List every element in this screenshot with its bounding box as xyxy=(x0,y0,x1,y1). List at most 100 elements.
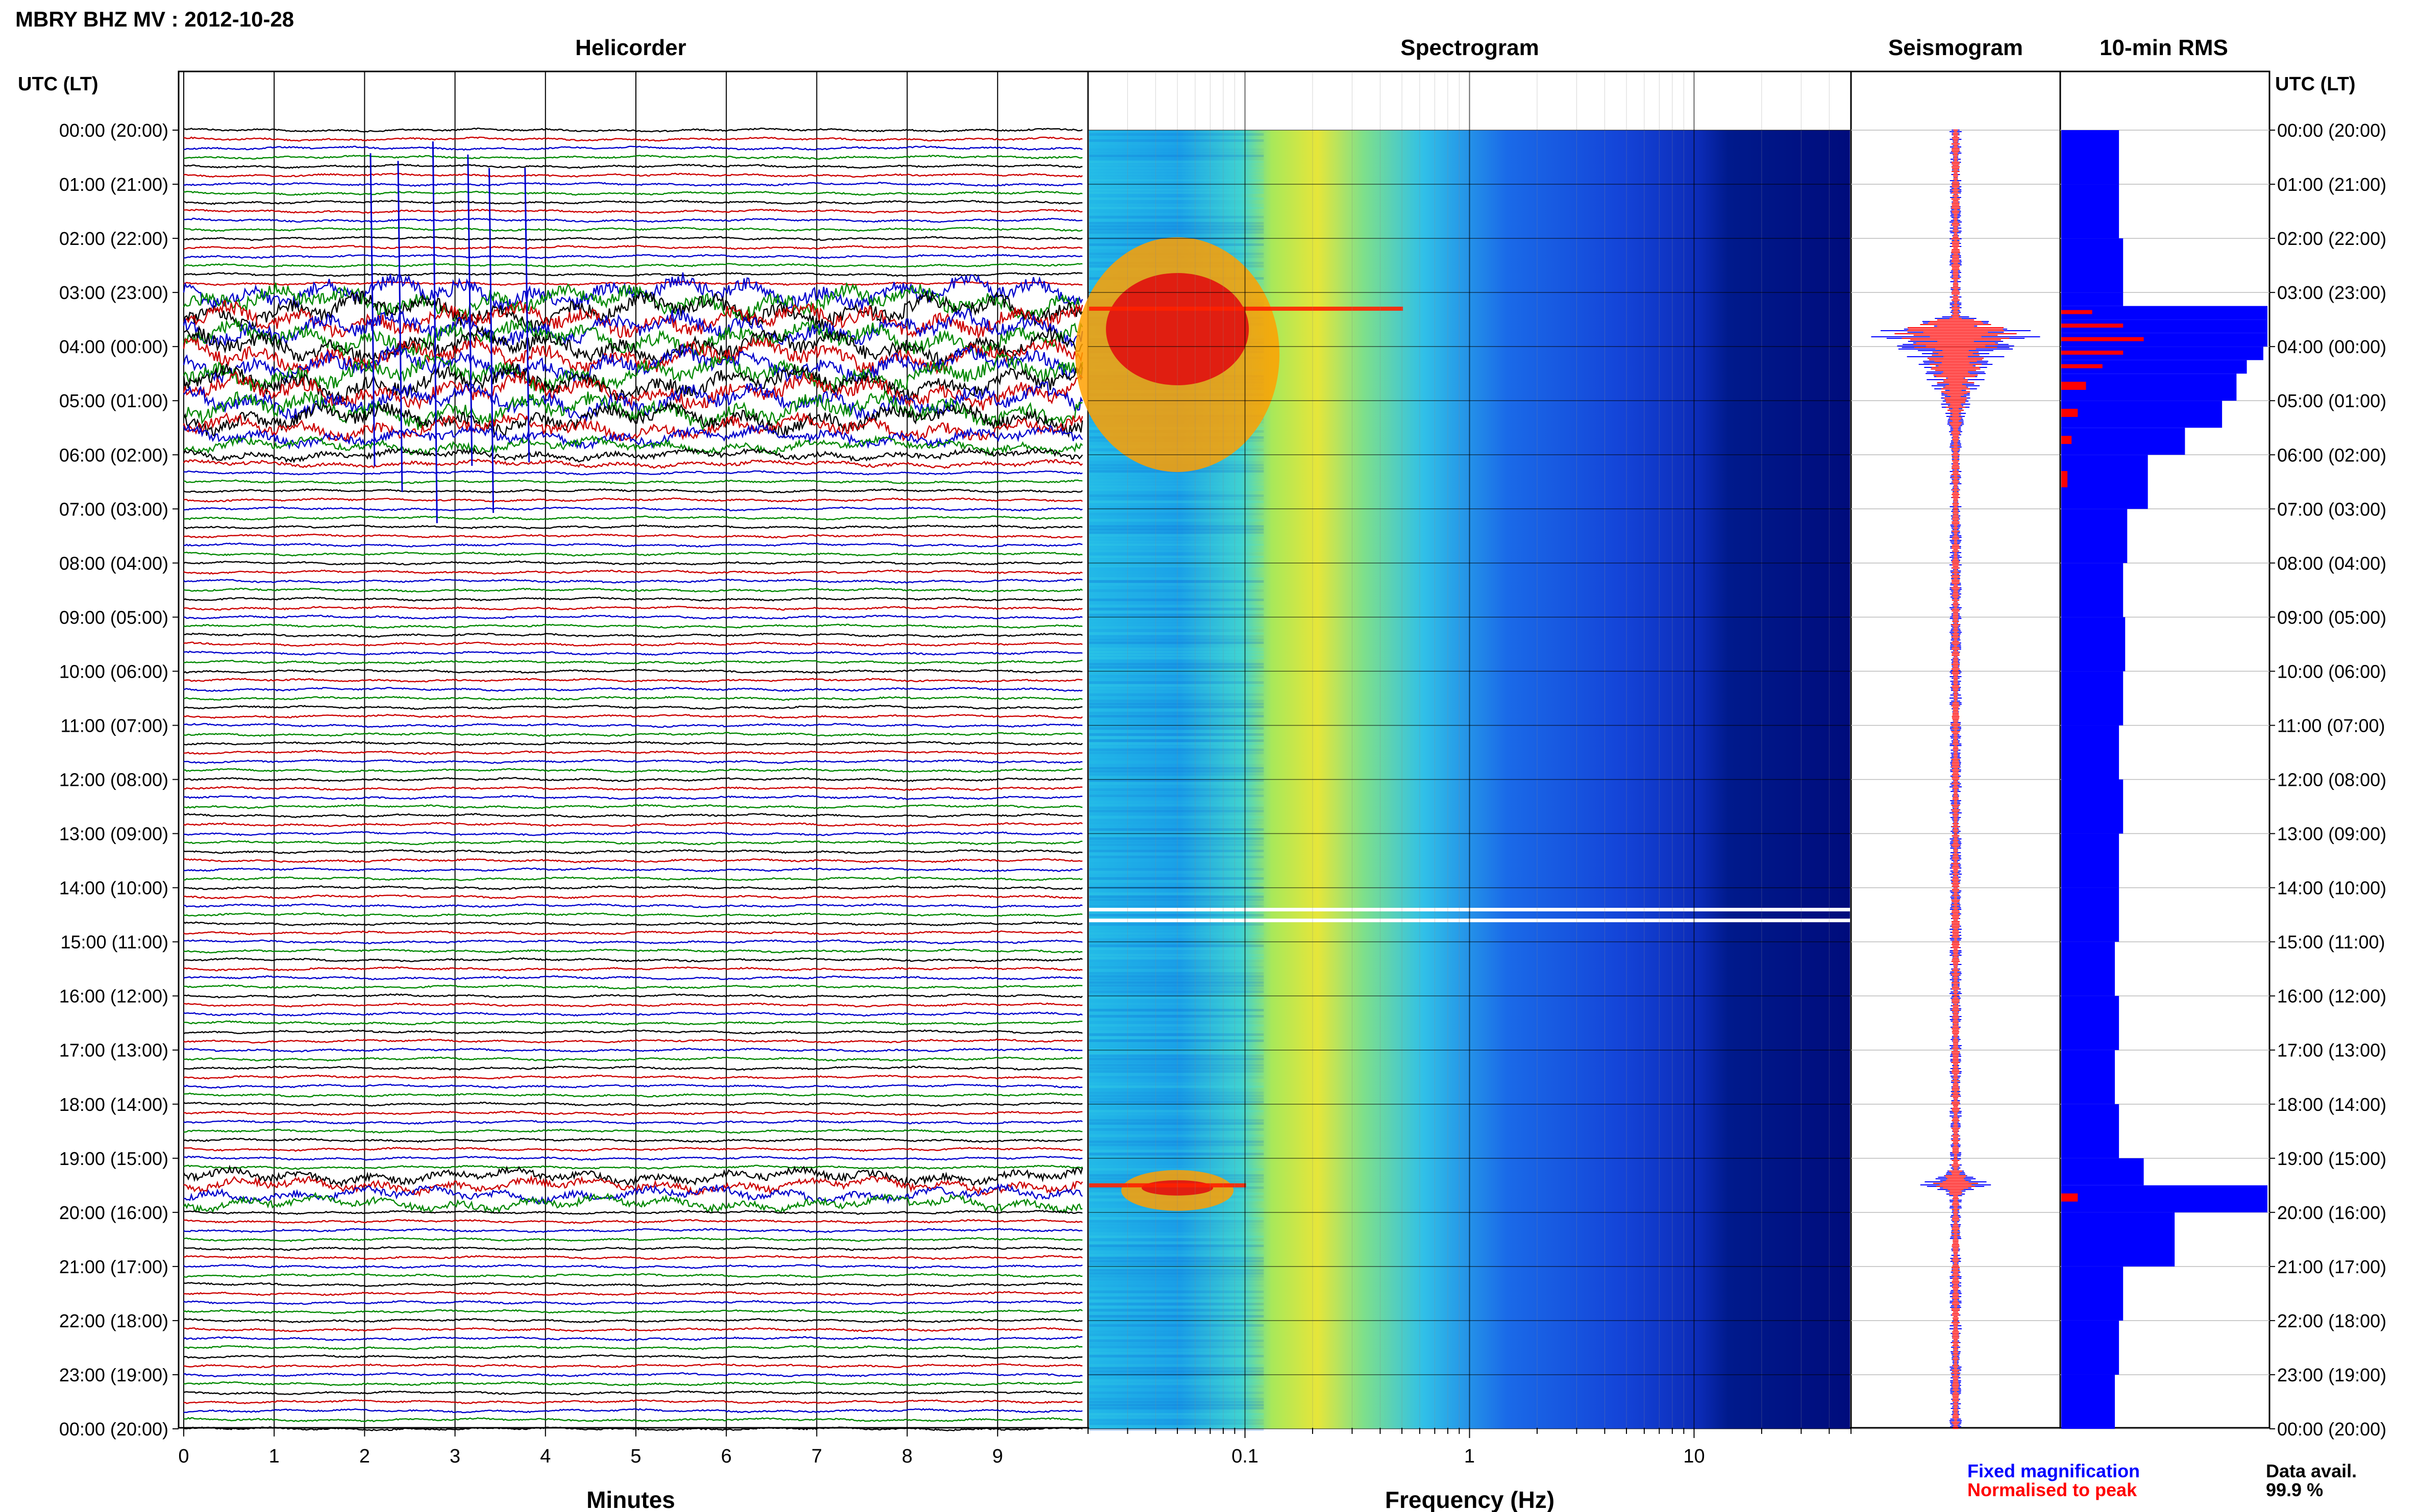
spectrogram-stripe xyxy=(1089,139,1264,142)
spectrogram-stripe xyxy=(1089,133,1264,136)
spectrogram-stripe xyxy=(1089,225,1264,228)
helicorder-trace xyxy=(183,1354,1083,1359)
spectrogram-stripe xyxy=(1089,844,1264,846)
spectrogram-stripe xyxy=(1089,537,1264,540)
spectrogram-stripe xyxy=(1089,1027,1264,1030)
spectrogram-stripe xyxy=(1089,1003,1264,1005)
helicorder-trace xyxy=(183,1345,1083,1350)
spectrogram-stripe xyxy=(1089,874,1264,877)
helicorder-trace xyxy=(183,1047,1083,1053)
spectrogram-stripe xyxy=(1089,632,1264,635)
hour-label-left: 20:00 (16:00) xyxy=(59,1202,168,1223)
spectrogram-stripe xyxy=(1089,1125,1264,1128)
spectrogram-stripe xyxy=(1089,1122,1264,1125)
spectrogram-stripe xyxy=(1089,602,1264,604)
helicorder-trace xyxy=(183,696,1083,701)
spectrogram-stripe xyxy=(1089,1395,1264,1397)
minute-tick-label: 2 xyxy=(359,1446,370,1467)
spectrogram-stripe xyxy=(1089,571,1264,574)
rms-bar-fixed xyxy=(2061,1320,2119,1375)
spectrogram-stripe xyxy=(1089,498,1264,500)
spectrogram-stripe xyxy=(1089,813,1264,815)
rms-bar-normalised xyxy=(2061,351,2124,355)
right-axis-header: UTC (LT) xyxy=(2275,73,2356,95)
helicorder-trace xyxy=(183,290,1083,332)
spectrogram-stripe xyxy=(1089,234,1264,237)
rms-bar-normalised xyxy=(2061,337,2144,341)
helicorder-trace xyxy=(183,181,1083,187)
spectrogram-stripe xyxy=(1089,1226,1264,1229)
spectrogram-stripe xyxy=(1089,859,1264,861)
spectrogram-stripe xyxy=(1089,767,1264,770)
helicorder-trace xyxy=(183,912,1083,918)
helicorder-trace xyxy=(184,804,1083,809)
spectrogram-stripe xyxy=(1089,1141,1264,1143)
spectrogram-stripe xyxy=(1089,822,1264,825)
helicorder-trace xyxy=(183,282,1083,322)
minute-tick-label: 8 xyxy=(902,1446,912,1467)
spectrogram-stripe xyxy=(1089,899,1264,901)
spectrogram-stripe xyxy=(1089,1238,1264,1241)
helicorder-trace xyxy=(183,1056,1083,1062)
hour-label-right: 08:00 (04:00) xyxy=(2277,553,2386,574)
helicorder-trace xyxy=(183,632,1083,638)
hour-label-right: 10:00 (06:00) xyxy=(2277,661,2386,682)
rms-bar-normalised xyxy=(2061,436,2072,444)
helicorder-trace xyxy=(183,1372,1083,1377)
spectrogram-stripe xyxy=(1089,1076,1264,1079)
rms-bar-fixed xyxy=(2061,184,2119,239)
spectrogram-stripe xyxy=(1089,626,1264,629)
spectrogram-stripe xyxy=(1089,1085,1264,1088)
spectrogram-stripe xyxy=(1089,1352,1264,1354)
spectrogram-stripe xyxy=(1089,1379,1264,1382)
helicorder-trace xyxy=(183,1155,1083,1161)
helicorder-trace xyxy=(183,1065,1083,1071)
spectrogram-stripe xyxy=(1089,158,1264,160)
spectrogram-stripe xyxy=(1089,1309,1264,1311)
spectrogram-stripe xyxy=(1089,1364,1264,1367)
spectrogram-stripe xyxy=(1089,161,1264,163)
spectrogram-title: Spectrogram xyxy=(1400,35,1539,60)
spectrogram-stripe xyxy=(1089,1263,1264,1266)
spectrogram-stripe xyxy=(1089,969,1264,972)
spectrogram-stripe xyxy=(1089,1248,1264,1250)
helicorder-trace xyxy=(183,1164,1083,1170)
spectrogram-stripe xyxy=(1089,862,1264,864)
helicorder-trace xyxy=(183,921,1083,927)
minute-tick-label: 0 xyxy=(178,1446,189,1467)
rms-bar-fixed xyxy=(2061,509,2128,563)
spectrogram-stripe xyxy=(1089,191,1264,194)
spectrogram-stripe xyxy=(1089,911,1264,913)
spectrogram-stripe xyxy=(1089,1217,1264,1220)
spectrogram-stripe xyxy=(1089,1425,1264,1428)
spectrogram-stripe xyxy=(1089,1131,1264,1134)
spectrogram-stripe xyxy=(1089,1147,1264,1149)
spectrogram-stripe xyxy=(1089,957,1264,959)
hour-label-left: 07:00 (03:00) xyxy=(59,499,168,519)
helicorder-spike xyxy=(467,154,473,466)
helicorder-trace xyxy=(183,858,1083,863)
spectrogram-stripe xyxy=(1089,697,1264,699)
rms-bar-normalised xyxy=(2061,1193,2078,1202)
helicorder-trace xyxy=(183,1408,1083,1414)
spectrogram-stripe xyxy=(1089,1153,1264,1155)
helicorder-trace xyxy=(183,560,1083,566)
spectrogram-stripe xyxy=(1089,638,1264,641)
spectrogram-stripe xyxy=(1089,1398,1264,1400)
spectrogram-stripe xyxy=(1089,893,1264,895)
helicorder-trace xyxy=(183,750,1083,755)
helicorder-trace xyxy=(183,948,1083,954)
spectrogram-stripe xyxy=(1089,1306,1264,1308)
rms-bar-fixed xyxy=(2061,563,2124,617)
spectrogram-stripe xyxy=(1089,501,1264,503)
hour-label-right: 18:00 (14:00) xyxy=(2277,1094,2386,1115)
data-availability-value: 99.9 % xyxy=(2266,1479,2323,1500)
helicorder-trace xyxy=(183,1300,1083,1305)
spectrogram-x-label: Frequency (Hz) xyxy=(1385,1486,1554,1512)
helicorder-spike xyxy=(397,161,403,492)
spectrogram-heatmap xyxy=(1075,130,1850,1431)
spectrogram-stripe xyxy=(1089,715,1264,717)
frequency-tick-label: 0.1 xyxy=(1231,1446,1258,1467)
helicorder-trace xyxy=(183,1381,1083,1386)
spectrogram-stripe xyxy=(1089,553,1264,555)
